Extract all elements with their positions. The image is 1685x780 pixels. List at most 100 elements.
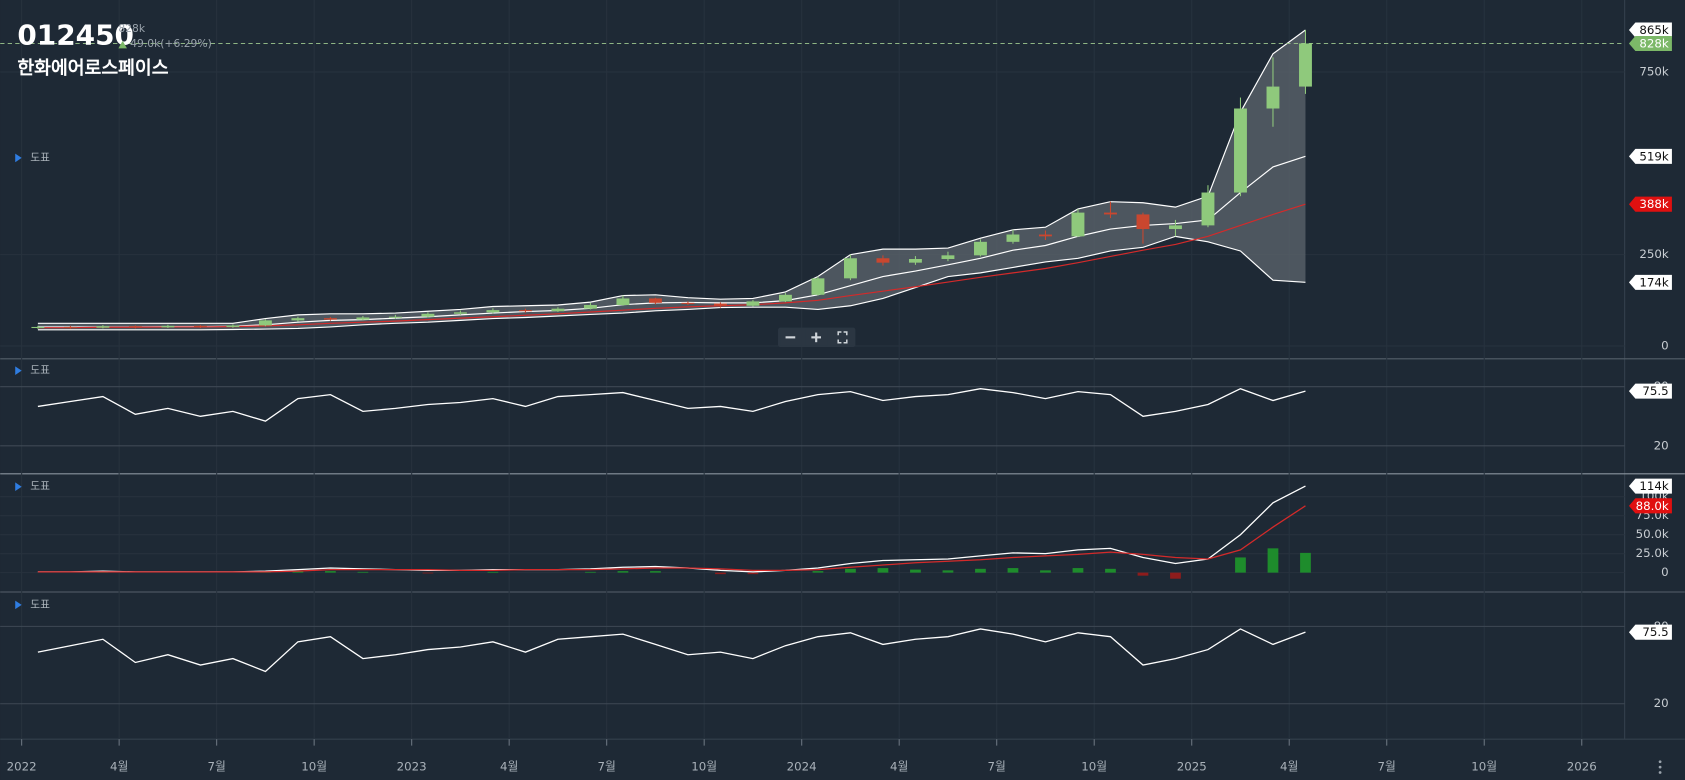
candle-body [941,255,955,259]
histogram-bar [1137,572,1149,576]
menu-button[interactable] [1658,760,1662,774]
candle-body [226,325,240,327]
candle-body [31,326,45,329]
price-badge-label: 388k [1639,197,1669,211]
x-tick-label: 10월 [691,760,717,774]
price-badge-label: 174k [1639,275,1669,289]
panel-label: 도표 [30,151,50,164]
x-tick-label: 2025 [1177,760,1207,774]
histogram-bar [585,571,596,573]
series-line [37,235,1306,331]
histogram-bar [650,571,661,573]
price-badge [1628,22,1672,38]
histogram-bar [910,569,921,573]
histogram-bar [357,571,369,573]
price-badge [1628,478,1672,494]
panel-label-arrow [15,482,22,491]
candle-body [486,310,500,313]
histogram-bar [292,571,304,573]
price-badge-label: 114k [1639,479,1669,493]
stock-name: 한화에어로스페이스 [17,58,168,79]
price-badge [1628,196,1672,212]
candle-body [518,310,532,312]
price-badge-label: 519k [1639,149,1669,163]
candle-body [681,302,695,304]
histogram-bar [1072,568,1084,573]
histogram-bar [1267,548,1279,573]
candle-body [388,316,402,318]
band-fill [37,29,1306,330]
series-line [37,203,1306,329]
fullscreen-icon [837,331,848,344]
histogram-bar [325,571,336,573]
candle-body [1201,192,1215,226]
x-tick-label: 4월 [110,760,128,774]
y-tick-label: 50.0k [1636,527,1669,541]
histogram-bar [1300,552,1311,573]
price-badge [1628,498,1672,514]
candle-body [258,320,272,326]
zoom-in-button[interactable] [805,328,828,346]
series-line [37,505,1306,573]
y-tick-label: 0 [1661,338,1669,352]
series-line [37,388,1306,422]
menu-dot [1658,765,1662,769]
candle-body [843,258,857,279]
candle-body [876,258,890,263]
series-line [37,628,1306,673]
price-badge [1628,148,1672,164]
candle-body [63,326,77,329]
price-badge-label: 865k [1639,23,1669,37]
candle-body [1266,86,1280,109]
x-tick-label: 7월 [207,760,225,774]
y-tick-label: 20 [1654,696,1669,710]
axes: 2022 4월 7월 10월 2023 4월 7월 10월 2024 4월 7월 10월 2025 4월 7… [7,22,1672,774]
x-tick-label: 10월 [1471,760,1497,774]
x-tick-label: 2022 [7,760,37,774]
histogram-bar [975,568,986,573]
panel-label: 도표 [30,364,50,377]
candle-body [713,303,727,306]
candle-body [453,312,467,314]
candle-body [193,325,207,327]
histogram-bar [845,568,856,573]
histogram-bar [1170,572,1181,579]
price-badge [1628,274,1672,290]
x-tick-label: 7월 [597,760,615,774]
candle-body [811,278,825,295]
panel-label: 도표 [30,598,50,611]
candle-body [161,325,175,328]
x-tick-label: 4월 [890,760,908,774]
panel-label: 도표 [30,480,50,493]
candle-body [1104,212,1117,215]
price-badge-label: 75.5 [1642,384,1668,398]
histogram-bar [1007,568,1019,573]
y-tick-label: 25.0k [1636,546,1669,560]
price-badge-label: 75.5 [1642,625,1668,639]
zoom-controls [778,327,856,348]
candle-body [128,326,142,328]
panel-label-arrow [15,366,22,375]
histogram-bar [487,571,499,573]
candle-body [356,317,370,320]
candle-body [1006,234,1020,242]
candle-body [648,298,662,303]
candle-body [1299,43,1312,87]
histogram-bar [812,571,824,573]
candle-body [616,298,630,306]
y-tick-label: 750k [1639,64,1669,78]
histogram-bar [1105,568,1116,573]
histogram-bar [942,570,954,573]
fullscreen-button[interactable] [831,328,854,346]
x-tick-label: 4월 [1280,760,1298,774]
candle-body [421,313,435,317]
histogram-bar [877,568,889,573]
candle-body [778,294,792,302]
histogram-bar [617,571,629,573]
candle-body [323,318,337,320]
series-line [37,29,1306,324]
zoom-out-button[interactable] [780,328,802,346]
price-badge [1628,624,1672,640]
